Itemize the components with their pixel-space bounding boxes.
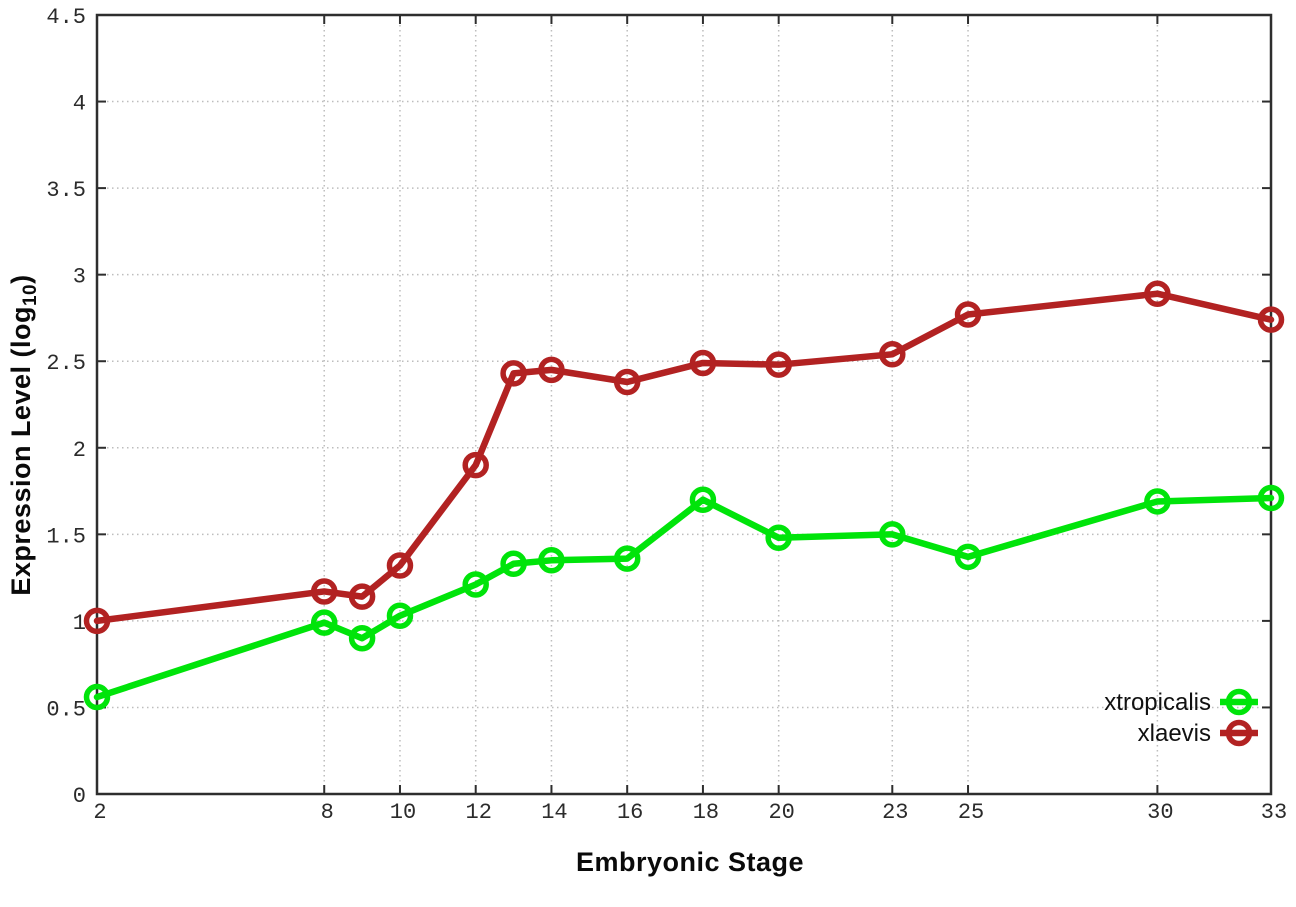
y-tick-label: 0 [73,784,86,809]
data-point-xlaevis-9 [348,583,376,610]
data-point-xlaevis-33 [1257,306,1285,333]
gridlines [97,15,1271,794]
legend-entry-xtropicalis: xtropicalis [1104,688,1258,716]
data-point-xtropicalis-33 [1257,484,1285,512]
x-tick-label: 33 [1261,800,1287,825]
data-point-xtropicalis-9 [348,624,376,652]
y-tick-label: 4 [73,92,86,117]
axis-ticks [96,14,1272,795]
data-point-xlaevis-8 [310,578,338,605]
data-point-xlaevis-16 [613,368,641,396]
data-point-xtropicalis-18 [689,486,717,513]
y-tick-label: 3 [73,265,86,290]
data-point-xtropicalis-8 [310,609,338,636]
y-axis-title-end: ) [5,274,36,284]
y-axis-title: Expression Level (log10) [6,274,42,595]
x-tick-label: 12 [466,800,492,825]
series-line-xlaevis [93,290,1275,625]
y-tick-label: 0.5 [46,697,86,722]
data-point-xlaevis-23 [879,341,906,368]
x-tick-label: 14 [541,800,567,825]
y-axis-title-subscript: 10 [20,283,42,307]
data-point-xlaevis-13 [500,360,527,387]
data-point-xlaevis-25 [954,301,982,328]
x-tick-label: 10 [390,800,416,825]
series-xlaevis [83,280,1285,635]
y-tick-label: 1.5 [46,524,86,549]
y-tick-label: 2 [73,438,86,463]
data-point-xlaevis-30 [1144,280,1171,307]
data-point-xlaevis-12 [462,451,489,479]
data-point-xtropicalis-2 [83,683,111,711]
data-point-xtropicalis-13 [500,550,527,578]
x-tick-label: 25 [958,800,984,825]
y-axis-title-main: Expression Level (log [5,306,36,596]
data-point-xlaevis-18 [689,349,717,377]
data-point-xtropicalis-25 [954,543,982,571]
legend-marker-xtropicalis [1225,688,1253,716]
legend-label-xtropicalis: xtropicalis [1104,689,1211,716]
x-tick-label: 23 [882,800,908,825]
data-point-xlaevis-20 [765,351,792,378]
x-axis-title: Embryonic Stage [575,847,805,877]
data-point-xlaevis-2 [83,607,111,635]
x-tick-label: 30 [1147,800,1173,825]
x-tick-label: 8 [321,800,334,825]
x-tick-label: 20 [768,800,794,825]
legend-label-xlaevis: xlaevis [1138,720,1211,747]
data-point-xlaevis-10 [386,552,414,579]
data-point-xtropicalis-23 [879,521,906,548]
data-point-xlaevis-14 [538,356,565,384]
data-point-xtropicalis-14 [538,547,565,574]
y-tick-label: 3.5 [46,178,86,203]
data-point-xtropicalis-16 [613,545,641,572]
data-point-xtropicalis-12 [462,571,489,598]
tick-labels: 2 8 10 12 14 16 18 20 23 25 30 33 0 0.5 1 1.5 2 2.5 3 3.5 4 4… [46,5,1287,825]
series-xtropicalis [83,484,1285,711]
x-tick-label: 18 [693,800,719,825]
x-tick-label: 2 [93,800,106,825]
legend-entry-xlaevis: xlaevis [1138,719,1258,747]
data-point-xtropicalis-30 [1144,488,1171,515]
y-tick-label: 1 [73,611,86,636]
data-point-xtropicalis-10 [386,602,414,629]
x-tick-label: 16 [617,800,643,825]
y-tick-label: 2.5 [46,351,86,376]
legend: xtropicalis xlaevis [1104,688,1258,747]
plot-border [95,13,1273,796]
data-point-xtropicalis-20 [765,524,792,552]
y-tick-label: 4.5 [46,5,86,30]
legend-marker-xlaevis [1225,719,1253,747]
